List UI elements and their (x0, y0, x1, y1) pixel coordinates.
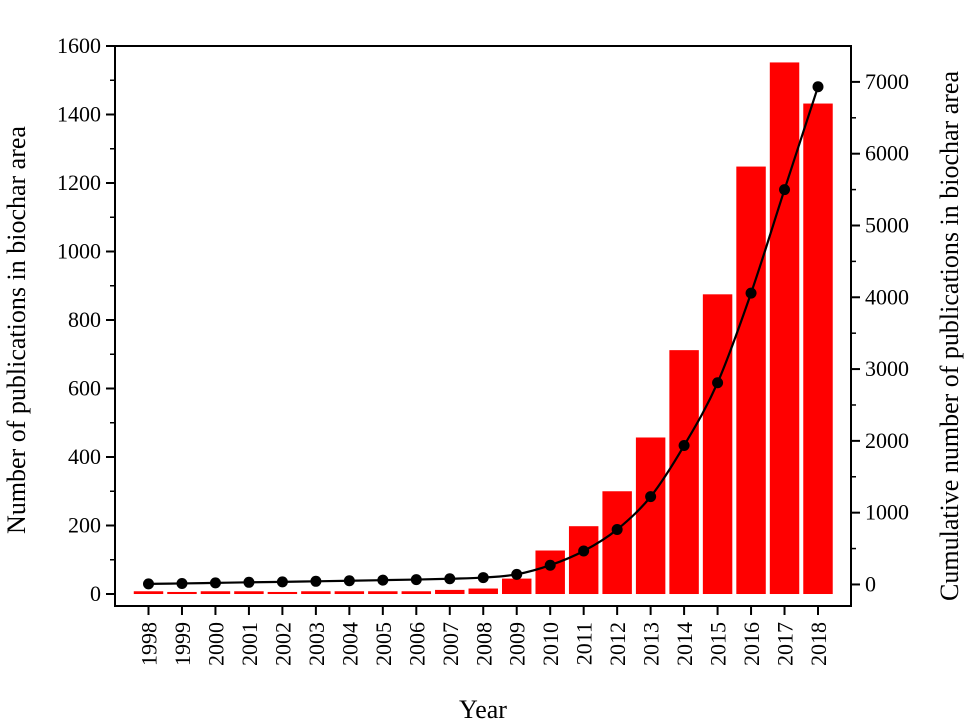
bar (435, 589, 465, 595)
bar (602, 491, 632, 595)
cumulative-line-series (143, 81, 824, 590)
line-point (176, 577, 188, 589)
bar (401, 591, 432, 595)
line-point (544, 559, 556, 571)
x-tick-label: 1999 (170, 622, 195, 666)
bar (502, 578, 532, 595)
y-tick-label: 1600 (57, 33, 101, 58)
line-point (276, 576, 288, 588)
y2-tick-label: 0 (865, 571, 876, 596)
x-tick-label: 2017 (773, 622, 798, 666)
y2-tick-label: 4000 (865, 284, 909, 309)
line-point (377, 574, 389, 586)
tick-labels: 0 200 400 600 800 1000 1200 1400 1600 0 1000 2000 30… (57, 33, 909, 666)
x-tick-label: 2002 (270, 622, 295, 666)
line-point (243, 576, 255, 588)
bar (334, 591, 365, 595)
x-tick-label: 2007 (438, 622, 463, 666)
line-point (209, 577, 221, 589)
y-tick-label: 0 (90, 581, 101, 606)
bar (167, 591, 197, 595)
y-tick-label: 800 (68, 307, 101, 332)
line-point (310, 575, 322, 587)
line-point (645, 491, 657, 503)
y2-tick-label: 6000 (865, 141, 909, 166)
y2-tick-label: 3000 (865, 356, 909, 381)
bar (769, 62, 800, 595)
y-tick-label: 400 (68, 444, 101, 469)
y-tick-label: 600 (68, 376, 101, 401)
y-tick-label: 1400 (57, 102, 101, 127)
bar (200, 591, 231, 595)
y-tick-label: 200 (68, 513, 101, 538)
y2-axis-title: Cumulative number of publications in bio… (935, 71, 964, 601)
bar (803, 103, 833, 595)
x-tick-label: 2004 (337, 622, 362, 666)
x-axis-title: Year (459, 695, 507, 724)
y-tick-label: 1200 (57, 170, 101, 195)
cumulative-line (148, 86, 820, 585)
axes (106, 45, 860, 615)
y2-tick-label: 7000 (865, 69, 909, 94)
bar (468, 588, 498, 595)
x-tick-label: 2013 (639, 622, 664, 666)
line-point (511, 568, 523, 580)
x-tick-label: 2011 (572, 622, 597, 665)
y2-tick-label: 5000 (865, 212, 909, 237)
x-tick-label: 2005 (371, 622, 396, 666)
y-tick-label: 1000 (57, 239, 101, 264)
line-point (578, 545, 590, 557)
x-tick-label: 1998 (137, 622, 162, 666)
bar (234, 591, 264, 595)
bar (267, 591, 298, 595)
x-tick-label: 2006 (404, 622, 429, 666)
x-tick-label: 2014 (672, 622, 697, 666)
line-point (812, 81, 824, 93)
y-axis-title: Number of publications in biochar area (2, 126, 31, 534)
x-tick-label: 2009 (505, 622, 530, 666)
y2-tick-label: 2000 (865, 428, 909, 453)
line-point (143, 578, 154, 590)
x-tick-label: 2010 (538, 622, 563, 666)
bar (133, 591, 164, 595)
line-point (477, 572, 489, 584)
bar (669, 350, 699, 595)
line-point (712, 377, 724, 389)
line-point (444, 573, 456, 585)
line-point (678, 440, 690, 452)
x-tick-label: 2018 (806, 622, 831, 666)
bar (535, 550, 565, 595)
x-tick-label: 2000 (203, 622, 228, 666)
bar (702, 294, 733, 595)
line-point (779, 184, 791, 196)
bar (368, 591, 398, 595)
bar-series (133, 62, 833, 595)
line-point (745, 287, 757, 299)
x-tick-label: 2015 (706, 622, 731, 666)
line-point (343, 575, 355, 587)
x-tick-label: 2003 (304, 622, 329, 666)
bar (736, 166, 766, 595)
bar (635, 437, 666, 595)
line-point (611, 523, 623, 535)
x-tick-label: 2008 (471, 622, 496, 666)
y2-tick-label: 1000 (865, 500, 909, 525)
x-tick-label: 2016 (739, 622, 764, 666)
bar (568, 526, 599, 595)
x-tick-label: 2001 (237, 622, 262, 666)
line-point (410, 574, 422, 586)
x-tick-label: 2012 (605, 622, 630, 666)
bar (301, 591, 331, 595)
